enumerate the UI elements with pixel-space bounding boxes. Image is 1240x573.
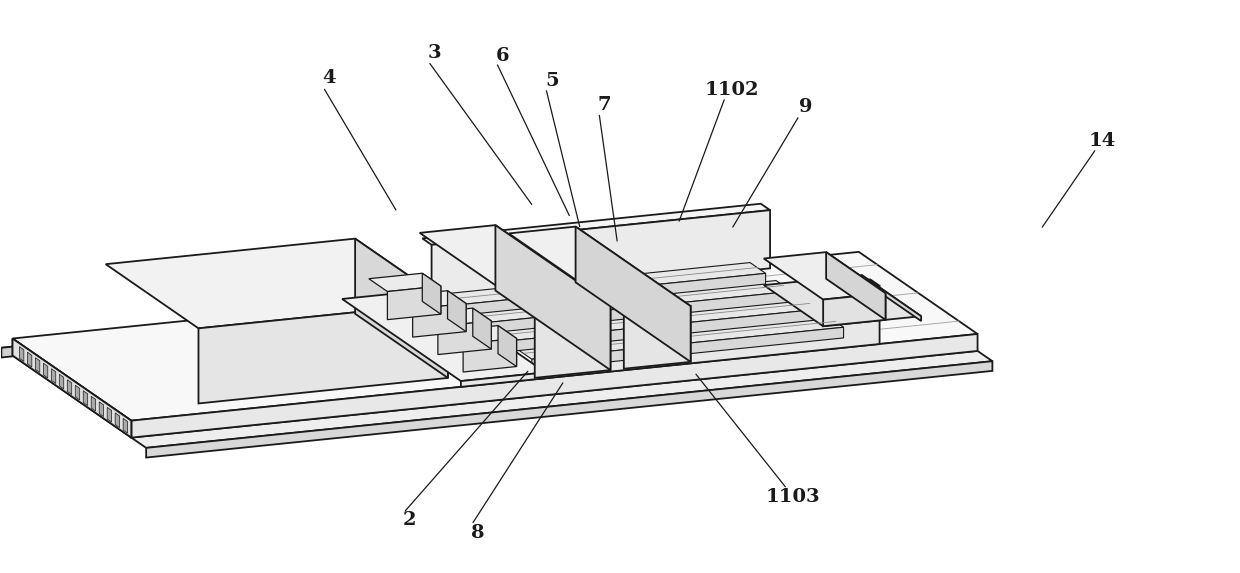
Polygon shape [541, 286, 879, 379]
Polygon shape [51, 369, 56, 383]
Polygon shape [20, 347, 24, 362]
Polygon shape [198, 303, 448, 403]
Polygon shape [498, 325, 517, 367]
Polygon shape [532, 327, 843, 370]
Text: 3: 3 [428, 44, 441, 62]
Polygon shape [463, 339, 517, 372]
Polygon shape [423, 204, 770, 245]
Text: 2: 2 [403, 511, 417, 529]
Text: 14: 14 [1089, 132, 1116, 150]
Polygon shape [387, 286, 441, 320]
Polygon shape [423, 273, 441, 314]
Polygon shape [445, 325, 517, 344]
Polygon shape [1, 261, 848, 358]
Text: 9: 9 [799, 98, 812, 116]
Polygon shape [368, 273, 441, 292]
Text: 4: 4 [322, 69, 336, 87]
Polygon shape [43, 363, 48, 378]
Polygon shape [12, 252, 977, 421]
Polygon shape [1, 261, 859, 355]
Polygon shape [413, 304, 466, 337]
Polygon shape [107, 407, 112, 422]
Polygon shape [146, 361, 992, 458]
Polygon shape [67, 380, 72, 394]
Polygon shape [355, 238, 448, 378]
Polygon shape [105, 238, 448, 328]
Polygon shape [123, 418, 128, 433]
Polygon shape [76, 385, 79, 400]
Polygon shape [534, 305, 610, 378]
Polygon shape [131, 351, 992, 448]
Polygon shape [464, 281, 791, 323]
Polygon shape [432, 210, 770, 303]
Polygon shape [60, 374, 63, 389]
Text: 8: 8 [471, 524, 485, 542]
Polygon shape [532, 280, 879, 320]
Polygon shape [419, 225, 610, 312]
Polygon shape [131, 334, 977, 438]
Text: 1102: 1102 [704, 81, 759, 99]
Polygon shape [454, 273, 765, 316]
Polygon shape [575, 226, 691, 362]
Text: 7: 7 [598, 96, 610, 114]
Text: 1103: 1103 [766, 488, 821, 507]
Polygon shape [438, 262, 765, 305]
Polygon shape [490, 299, 817, 341]
Polygon shape [394, 291, 466, 309]
Polygon shape [516, 316, 843, 359]
Polygon shape [12, 339, 131, 438]
Polygon shape [438, 321, 491, 355]
Polygon shape [115, 413, 119, 427]
Polygon shape [342, 291, 546, 381]
Text: 5: 5 [546, 72, 559, 90]
Polygon shape [92, 397, 95, 411]
Polygon shape [764, 275, 921, 326]
Text: 6: 6 [496, 46, 510, 65]
Polygon shape [823, 293, 885, 326]
Polygon shape [27, 352, 32, 367]
Polygon shape [508, 226, 691, 313]
Polygon shape [496, 225, 610, 370]
Polygon shape [99, 402, 104, 417]
Polygon shape [506, 309, 817, 352]
Polygon shape [472, 308, 491, 349]
Polygon shape [83, 391, 88, 406]
Polygon shape [480, 291, 791, 334]
Polygon shape [764, 252, 885, 300]
Polygon shape [36, 358, 40, 372]
Polygon shape [419, 308, 491, 327]
Polygon shape [12, 339, 131, 438]
Polygon shape [448, 291, 466, 332]
Polygon shape [461, 372, 546, 387]
Polygon shape [862, 275, 921, 321]
Polygon shape [826, 252, 885, 320]
Polygon shape [624, 306, 691, 369]
